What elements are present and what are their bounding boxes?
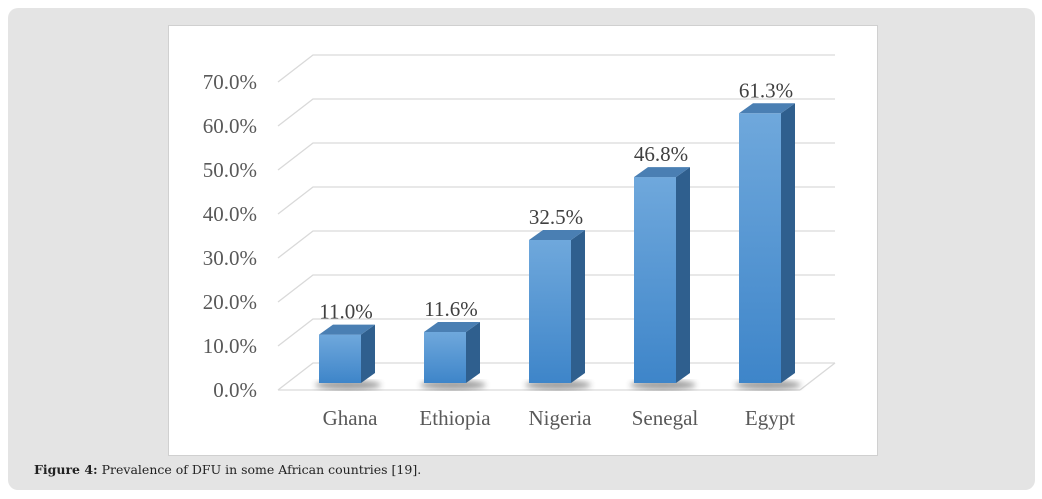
y-tick-label: 70.0%: [203, 70, 257, 94]
y-tick-label: 60.0%: [203, 114, 257, 138]
bar-top: [424, 321, 480, 332]
bar-side: [361, 324, 375, 383]
x-tick-label: Egypt: [745, 406, 795, 430]
bar-front: [424, 331, 466, 383]
bar-front: [739, 113, 781, 383]
bar-nigeria: 32.5%: [525, 205, 591, 390]
caption-label: Figure 4:: [34, 462, 98, 477]
bar-front: [634, 177, 676, 383]
bar-top: [319, 324, 375, 335]
data-label: 32.5%: [529, 205, 583, 229]
x-tick-label: Senegal: [632, 406, 699, 430]
x-tick-label: Nigeria: [529, 406, 593, 430]
x-tick-label: Ghana: [323, 406, 378, 430]
data-label: 61.3%: [739, 78, 793, 102]
data-label: 11.0%: [319, 300, 372, 324]
bar-top: [529, 230, 585, 240]
y-tick-label: 0.0%: [213, 378, 257, 402]
bar-front: [529, 240, 571, 383]
caption-text: Prevalence of DFU in some African countr…: [97, 462, 422, 477]
bar-top: [739, 103, 795, 114]
bar-ghana: 11.0%: [315, 300, 381, 390]
data-label: 11.6%: [424, 297, 477, 321]
y-tick-label: 30.0%: [203, 246, 257, 270]
y-tick-label: 20.0%: [203, 290, 257, 314]
bar-side: [781, 103, 795, 383]
x-tick-label: Ethiopia: [419, 406, 491, 430]
bar-senegal: 46.8%: [630, 142, 696, 390]
gridline: [277, 142, 835, 171]
figure-caption: Figure 4: Prevalence of DFU in some Afri…: [34, 462, 421, 477]
bar-side: [466, 321, 480, 383]
x-axis-line: [799, 362, 836, 391]
bar-top: [634, 167, 690, 178]
data-label: 46.8%: [634, 142, 688, 166]
gridline: [277, 54, 835, 83]
bar-side: [676, 167, 690, 383]
y-tick-label: 10.0%: [203, 334, 257, 358]
bar-front: [319, 334, 361, 383]
bar-ethiopia: 11.6%: [420, 297, 486, 390]
bar-egypt: 61.3%: [735, 78, 801, 390]
bar-side: [571, 230, 585, 383]
gridline: [277, 98, 835, 127]
y-tick-label: 50.0%: [203, 158, 257, 182]
y-tick-label: 40.0%: [203, 202, 257, 226]
